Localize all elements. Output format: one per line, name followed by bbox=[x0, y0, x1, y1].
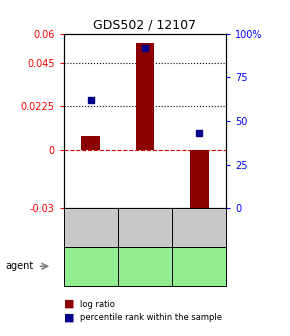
Text: GSM8758: GSM8758 bbox=[140, 206, 150, 249]
Text: IFNg: IFNg bbox=[79, 261, 102, 271]
Text: log ratio: log ratio bbox=[80, 300, 115, 308]
Text: TNFa: TNFa bbox=[132, 261, 158, 271]
Text: percentile rank within the sample: percentile rank within the sample bbox=[80, 313, 222, 322]
Bar bbox=[135, 43, 155, 150]
Title: GDS502 / 12107: GDS502 / 12107 bbox=[93, 18, 197, 31]
Point bbox=[143, 45, 147, 50]
Text: GSM8763: GSM8763 bbox=[195, 206, 204, 249]
Text: IL4: IL4 bbox=[191, 261, 207, 271]
Point bbox=[88, 97, 93, 103]
Point bbox=[197, 130, 202, 136]
Text: ■: ■ bbox=[64, 312, 74, 323]
Bar bbox=[81, 136, 100, 150]
Text: agent: agent bbox=[6, 261, 34, 271]
Text: ■: ■ bbox=[64, 299, 74, 309]
Text: GSM8753: GSM8753 bbox=[86, 206, 95, 249]
Bar bbox=[190, 150, 209, 214]
